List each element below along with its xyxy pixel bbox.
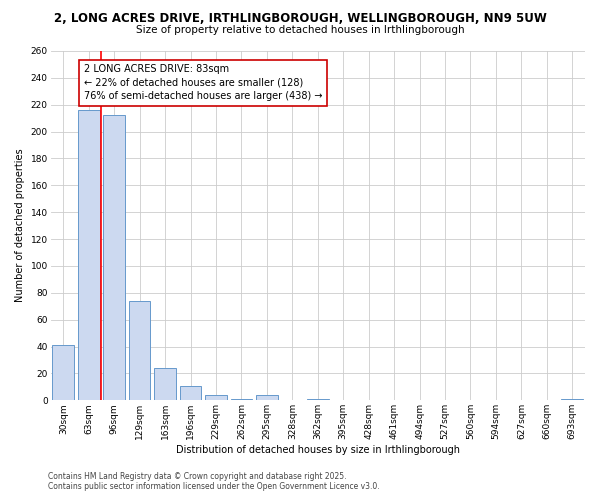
Bar bbox=[307, 399, 329, 400]
Text: 2, LONG ACRES DRIVE, IRTHLINGBOROUGH, WELLINGBOROUGH, NN9 5UW: 2, LONG ACRES DRIVE, IRTHLINGBOROUGH, WE… bbox=[53, 12, 547, 26]
Bar bbox=[78, 110, 100, 401]
Y-axis label: Number of detached properties: Number of detached properties bbox=[15, 149, 25, 302]
Bar bbox=[129, 301, 151, 400]
Text: 2 LONG ACRES DRIVE: 83sqm
← 22% of detached houses are smaller (128)
76% of semi: 2 LONG ACRES DRIVE: 83sqm ← 22% of detac… bbox=[83, 64, 322, 101]
Text: Contains HM Land Registry data © Crown copyright and database right 2025.
Contai: Contains HM Land Registry data © Crown c… bbox=[48, 472, 380, 491]
Bar bbox=[180, 386, 202, 400]
Bar bbox=[52, 345, 74, 401]
Text: Size of property relative to detached houses in Irthlingborough: Size of property relative to detached ho… bbox=[136, 25, 464, 35]
Bar bbox=[256, 395, 278, 400]
Bar bbox=[154, 368, 176, 400]
Bar bbox=[562, 399, 583, 400]
X-axis label: Distribution of detached houses by size in Irthlingborough: Distribution of detached houses by size … bbox=[176, 445, 460, 455]
Bar bbox=[103, 116, 125, 401]
Bar bbox=[230, 399, 252, 400]
Bar bbox=[205, 395, 227, 400]
